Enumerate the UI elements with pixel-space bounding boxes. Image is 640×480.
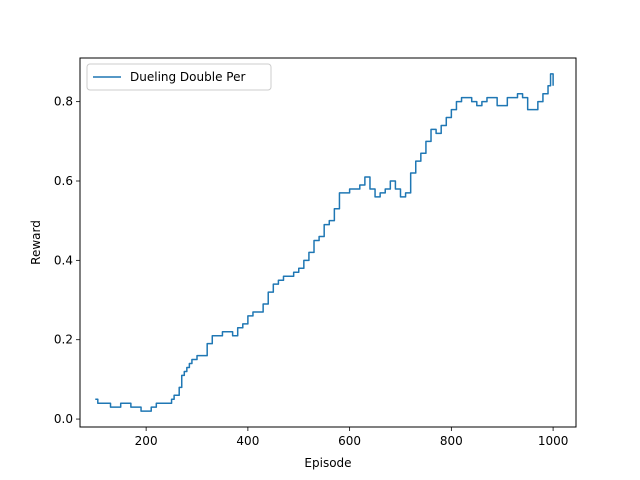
legend: Dueling Double Per <box>86 63 272 91</box>
y-tick-label: 0.0 <box>54 412 73 426</box>
x-tick-label: 200 <box>135 434 158 448</box>
series-line-0 <box>95 73 554 412</box>
x-axis: 200 400 600 800 1000 <box>135 427 569 448</box>
x-tick-label: 1000 <box>538 434 569 448</box>
y-tick-label: 0.6 <box>54 174 73 188</box>
x-tick-label: 400 <box>236 434 259 448</box>
y-axis: 0.0 0.2 0.4 0.6 0.8 <box>54 95 80 426</box>
x-axis-label: Episode <box>304 456 351 470</box>
y-tick-label: 0.8 <box>54 95 73 109</box>
x-tick-label: 800 <box>440 434 463 448</box>
legend-label: Dueling Double Per <box>130 70 245 84</box>
plot-frame <box>79 57 577 428</box>
y-axis-label: Reward <box>29 220 43 265</box>
x-tick-label: 600 <box>338 434 361 448</box>
y-tick-label: 0.4 <box>54 253 73 267</box>
legend-box <box>86 63 272 91</box>
plot-area <box>95 73 554 412</box>
y-tick-label: 0.2 <box>54 333 73 347</box>
